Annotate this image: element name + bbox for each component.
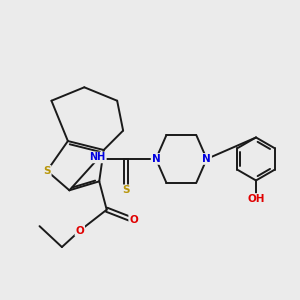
Text: OH: OH <box>247 194 265 204</box>
Text: N: N <box>152 154 160 164</box>
Text: N: N <box>202 154 211 164</box>
Text: O: O <box>129 215 138 225</box>
Text: NH: NH <box>90 152 106 163</box>
Text: S: S <box>43 166 51 176</box>
Text: O: O <box>76 226 84 236</box>
Text: S: S <box>122 185 130 195</box>
